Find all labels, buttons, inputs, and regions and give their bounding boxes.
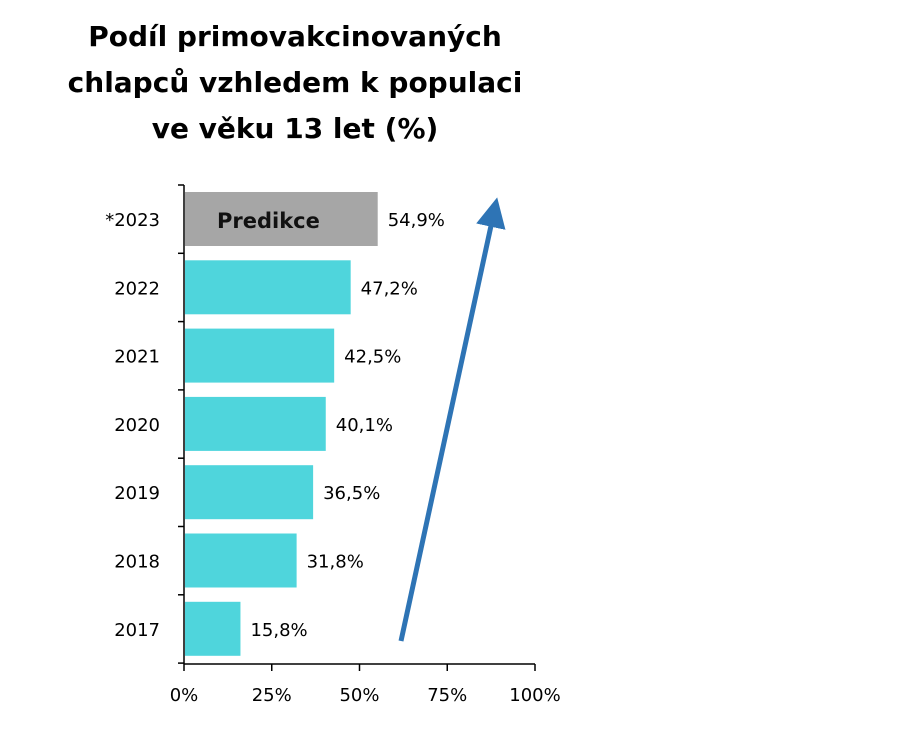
category-label-5: 2018 <box>114 552 160 573</box>
bar-0 <box>185 192 378 246</box>
bar-1 <box>185 260 351 315</box>
x-tick-label-4: 100% <box>509 685 560 706</box>
trend-arrow <box>398 197 506 642</box>
category-label-3: 2020 <box>114 415 160 436</box>
bar-3 <box>185 396 326 451</box>
title-line-3: ve věku 13 let (%) <box>151 112 439 145</box>
category-label-6: 2017 <box>114 620 160 641</box>
x-tick-label-2: 50% <box>339 685 379 706</box>
value-label-4: 36,5% <box>323 483 380 504</box>
value-label-1: 47,2% <box>361 278 418 299</box>
category-label-4: 2019 <box>114 483 160 504</box>
x-tick-label-0: 0% <box>170 685 199 706</box>
title-line-2: chlapců vzhledem k populaci <box>67 66 523 99</box>
value-label-0: 54,9% <box>388 210 445 231</box>
category-label-2: 2021 <box>114 347 160 368</box>
value-label-5: 31,8% <box>307 552 364 573</box>
bar-5 <box>185 533 297 588</box>
bar-4 <box>185 465 314 520</box>
chart-title: Podíl primovakcinovaných chlapců vzhlede… <box>40 14 550 152</box>
category-label-1: 2022 <box>114 278 160 299</box>
value-label-3: 40,1% <box>336 415 393 436</box>
prediction-label: Predikce <box>217 209 320 233</box>
plot-area: *2023 54,9% Predikce 2022 47,2% 2021 42,5% 2020… <box>105 184 561 706</box>
title-line-1: Podíl primovakcinovaných <box>88 20 502 53</box>
bar-2 <box>185 328 335 383</box>
value-label-2: 42,5% <box>344 347 401 368</box>
bar-6 <box>185 601 241 656</box>
x-tick-label-1: 25% <box>252 685 292 706</box>
value-label-6: 15,8% <box>250 620 307 641</box>
x-tick-label-3: 75% <box>427 685 467 706</box>
category-label-0: *2023 <box>105 210 160 231</box>
